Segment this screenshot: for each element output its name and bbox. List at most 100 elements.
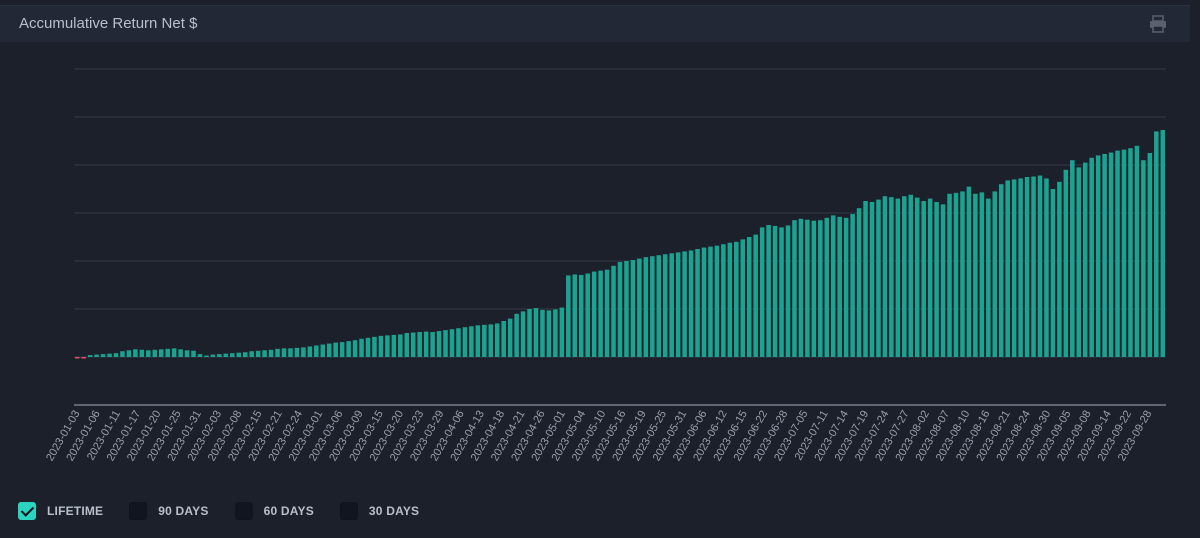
bar <box>430 332 435 357</box>
bar <box>785 225 791 357</box>
bar <box>566 275 571 357</box>
bar <box>578 274 584 357</box>
bar <box>204 355 209 357</box>
bar <box>921 201 926 357</box>
bar <box>701 247 707 357</box>
bar <box>869 201 875 357</box>
legend-item-30-days[interactable]: 30 DAYS <box>339 502 419 520</box>
bar <box>559 307 565 357</box>
bar <box>346 341 351 357</box>
bar <box>94 354 99 357</box>
bar <box>1128 148 1133 357</box>
bar <box>882 196 888 357</box>
bar <box>746 237 752 357</box>
bar <box>352 340 358 357</box>
bar <box>837 216 842 357</box>
bar <box>914 197 920 357</box>
bar <box>630 260 636 357</box>
lifetime-checkbox[interactable] <box>18 502 36 520</box>
bar <box>1005 180 1010 357</box>
bar <box>378 335 384 357</box>
bar <box>708 246 713 357</box>
bar <box>779 227 784 357</box>
legend-item-60-days[interactable]: 60 DAYS <box>234 502 314 520</box>
60-days-checkbox[interactable] <box>234 502 253 520</box>
bar <box>165 348 170 357</box>
bar <box>314 345 319 357</box>
bar <box>908 194 914 357</box>
bar <box>404 333 410 357</box>
bar <box>533 308 539 357</box>
30-days-checkbox[interactable] <box>339 502 358 520</box>
bar <box>87 355 93 357</box>
bar <box>1102 153 1107 357</box>
bar <box>423 331 429 357</box>
bar <box>734 241 739 357</box>
bar <box>759 227 765 357</box>
bar <box>514 313 519 357</box>
legend-item-lifetime[interactable]: LIFETIME <box>18 502 103 520</box>
bar <box>372 336 377 357</box>
bar <box>1108 152 1114 357</box>
bar <box>139 349 145 357</box>
bar <box>365 337 371 357</box>
bar <box>197 354 203 357</box>
bar <box>1037 175 1043 357</box>
bar <box>895 198 901 357</box>
printer-icon[interactable] <box>1148 14 1168 34</box>
bar <box>475 325 481 357</box>
bar <box>527 309 532 357</box>
legend-item-90-days[interactable]: 90 DAYS <box>129 502 208 520</box>
bar <box>74 357 80 359</box>
bar <box>133 349 138 357</box>
bar <box>507 318 513 357</box>
bar <box>611 265 616 357</box>
bar <box>326 343 332 357</box>
bar <box>1089 157 1094 357</box>
bar <box>217 354 222 357</box>
bar <box>643 257 649 357</box>
bar <box>662 254 668 357</box>
bar <box>940 204 946 357</box>
bar <box>288 348 293 357</box>
bar <box>1095 155 1101 357</box>
bar <box>598 270 603 357</box>
bar <box>333 342 338 357</box>
bar <box>721 244 726 357</box>
bar <box>656 255 662 357</box>
bar <box>637 258 642 357</box>
bar <box>714 245 720 357</box>
bar <box>682 251 687 357</box>
bar <box>488 324 494 357</box>
bar <box>798 218 804 357</box>
bar <box>268 349 274 357</box>
bar <box>740 239 746 357</box>
bar <box>171 348 177 357</box>
bar <box>462 327 468 357</box>
legend-label: 90 DAYS <box>158 504 209 518</box>
bar <box>443 330 448 357</box>
bar <box>520 311 526 357</box>
bar <box>501 321 506 357</box>
bar <box>262 350 267 357</box>
bar <box>675 252 681 357</box>
bar <box>236 352 242 357</box>
bar <box>934 201 939 357</box>
bar <box>966 186 972 357</box>
bar <box>876 199 881 357</box>
bar <box>927 198 933 357</box>
bar <box>391 334 397 357</box>
bar <box>1050 189 1056 357</box>
bar <box>604 269 610 357</box>
bar <box>650 256 655 357</box>
bar <box>591 271 597 357</box>
bar <box>1018 178 1023 357</box>
bar <box>772 225 778 357</box>
bar <box>856 208 862 357</box>
bar <box>792 220 797 357</box>
bar <box>120 351 125 357</box>
bar <box>811 220 817 357</box>
90-days-checkbox[interactable] <box>129 502 148 520</box>
bar <box>753 234 758 357</box>
panel-title: Accumulative Return Net $ <box>19 15 198 32</box>
